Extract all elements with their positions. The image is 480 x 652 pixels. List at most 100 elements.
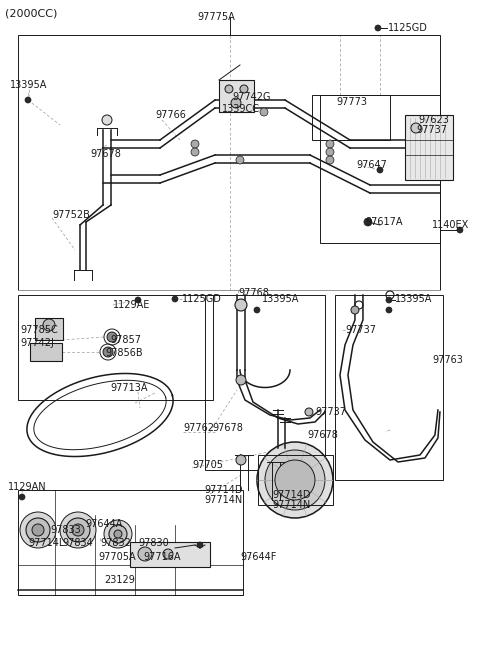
Bar xyxy=(335,295,443,480)
Text: 97678: 97678 xyxy=(90,149,121,159)
Text: 97737: 97737 xyxy=(315,407,346,417)
Bar xyxy=(18,295,213,400)
Circle shape xyxy=(386,297,392,303)
Circle shape xyxy=(326,140,334,148)
Circle shape xyxy=(351,306,359,314)
Circle shape xyxy=(66,518,90,542)
Text: 1125GD: 1125GD xyxy=(182,294,222,304)
Text: 1129AE: 1129AE xyxy=(113,300,150,310)
Circle shape xyxy=(72,524,84,536)
Bar xyxy=(18,490,243,595)
Circle shape xyxy=(240,85,248,93)
Circle shape xyxy=(236,156,244,164)
Text: 1129AN: 1129AN xyxy=(8,482,47,492)
Circle shape xyxy=(103,347,113,357)
Circle shape xyxy=(411,123,421,133)
Bar xyxy=(205,295,325,470)
Circle shape xyxy=(236,375,246,385)
Text: 97857: 97857 xyxy=(110,335,141,345)
Circle shape xyxy=(260,108,268,116)
Text: 13395A: 13395A xyxy=(395,294,432,304)
Circle shape xyxy=(275,460,315,500)
Circle shape xyxy=(135,297,141,303)
Text: 13395A: 13395A xyxy=(262,294,300,304)
Bar xyxy=(320,95,440,243)
Circle shape xyxy=(19,494,25,500)
Text: 97716A: 97716A xyxy=(143,552,180,562)
Circle shape xyxy=(265,450,325,510)
Text: 97833: 97833 xyxy=(50,525,81,535)
Text: 97647: 97647 xyxy=(356,160,387,170)
Text: 97762: 97762 xyxy=(183,423,214,433)
Text: 97763: 97763 xyxy=(432,355,463,365)
Text: 97830: 97830 xyxy=(138,538,169,548)
Circle shape xyxy=(109,525,127,543)
Bar xyxy=(258,455,333,505)
Circle shape xyxy=(326,156,334,164)
Text: 97785C: 97785C xyxy=(20,325,58,335)
Circle shape xyxy=(20,512,56,548)
Circle shape xyxy=(107,332,117,342)
Text: 97834: 97834 xyxy=(62,538,93,548)
Circle shape xyxy=(102,115,112,125)
Bar xyxy=(312,95,390,140)
Bar xyxy=(30,343,62,361)
Circle shape xyxy=(257,442,333,518)
Circle shape xyxy=(25,97,31,103)
Circle shape xyxy=(32,524,44,536)
Circle shape xyxy=(305,408,313,416)
Text: 97768: 97768 xyxy=(238,288,269,298)
Circle shape xyxy=(377,167,383,173)
Circle shape xyxy=(364,218,372,226)
Circle shape xyxy=(60,512,96,548)
Text: (2000CC): (2000CC) xyxy=(5,9,58,19)
Circle shape xyxy=(172,296,178,302)
Bar xyxy=(130,542,210,567)
Circle shape xyxy=(138,547,152,561)
Circle shape xyxy=(457,227,463,233)
Text: 1125GD: 1125GD xyxy=(388,23,428,33)
Text: 97832: 97832 xyxy=(100,538,131,548)
Circle shape xyxy=(26,518,50,542)
Text: 97737: 97737 xyxy=(345,325,376,335)
Circle shape xyxy=(236,455,246,465)
Text: 97742J: 97742J xyxy=(20,338,54,348)
Circle shape xyxy=(163,549,173,559)
Circle shape xyxy=(191,140,199,148)
Text: 97678: 97678 xyxy=(212,423,243,433)
Circle shape xyxy=(114,530,122,538)
Text: 97623: 97623 xyxy=(418,115,449,125)
Circle shape xyxy=(326,148,334,156)
Text: 97752B: 97752B xyxy=(52,210,90,220)
Circle shape xyxy=(104,520,132,548)
Text: 97737: 97737 xyxy=(416,125,447,135)
Text: 97644A: 97644A xyxy=(85,519,122,529)
Text: 1339CC: 1339CC xyxy=(222,104,260,114)
Text: 13395A: 13395A xyxy=(10,80,48,90)
Bar xyxy=(405,115,453,180)
Circle shape xyxy=(386,307,392,313)
Text: 97705A: 97705A xyxy=(98,552,136,562)
Text: 97617A: 97617A xyxy=(365,217,402,227)
Bar xyxy=(18,35,440,290)
Text: 97714N: 97714N xyxy=(204,495,242,505)
Text: 23129: 23129 xyxy=(105,575,135,585)
Text: 97714L: 97714L xyxy=(28,538,64,548)
Text: 97714N: 97714N xyxy=(272,500,310,510)
Text: 97705: 97705 xyxy=(192,460,223,470)
Circle shape xyxy=(197,542,203,548)
Bar xyxy=(219,80,254,112)
Circle shape xyxy=(231,98,241,108)
Text: 97644F: 97644F xyxy=(240,552,276,562)
Text: 97714D: 97714D xyxy=(204,485,242,495)
Text: 97742G: 97742G xyxy=(232,92,270,102)
Bar xyxy=(35,318,63,340)
Circle shape xyxy=(235,299,247,311)
Circle shape xyxy=(225,85,233,93)
Circle shape xyxy=(191,148,199,156)
Circle shape xyxy=(254,307,260,313)
Text: 97714D: 97714D xyxy=(272,490,311,500)
Text: 97775A: 97775A xyxy=(197,12,235,22)
Text: 97713A: 97713A xyxy=(110,383,147,393)
Text: 97773: 97773 xyxy=(336,97,367,107)
